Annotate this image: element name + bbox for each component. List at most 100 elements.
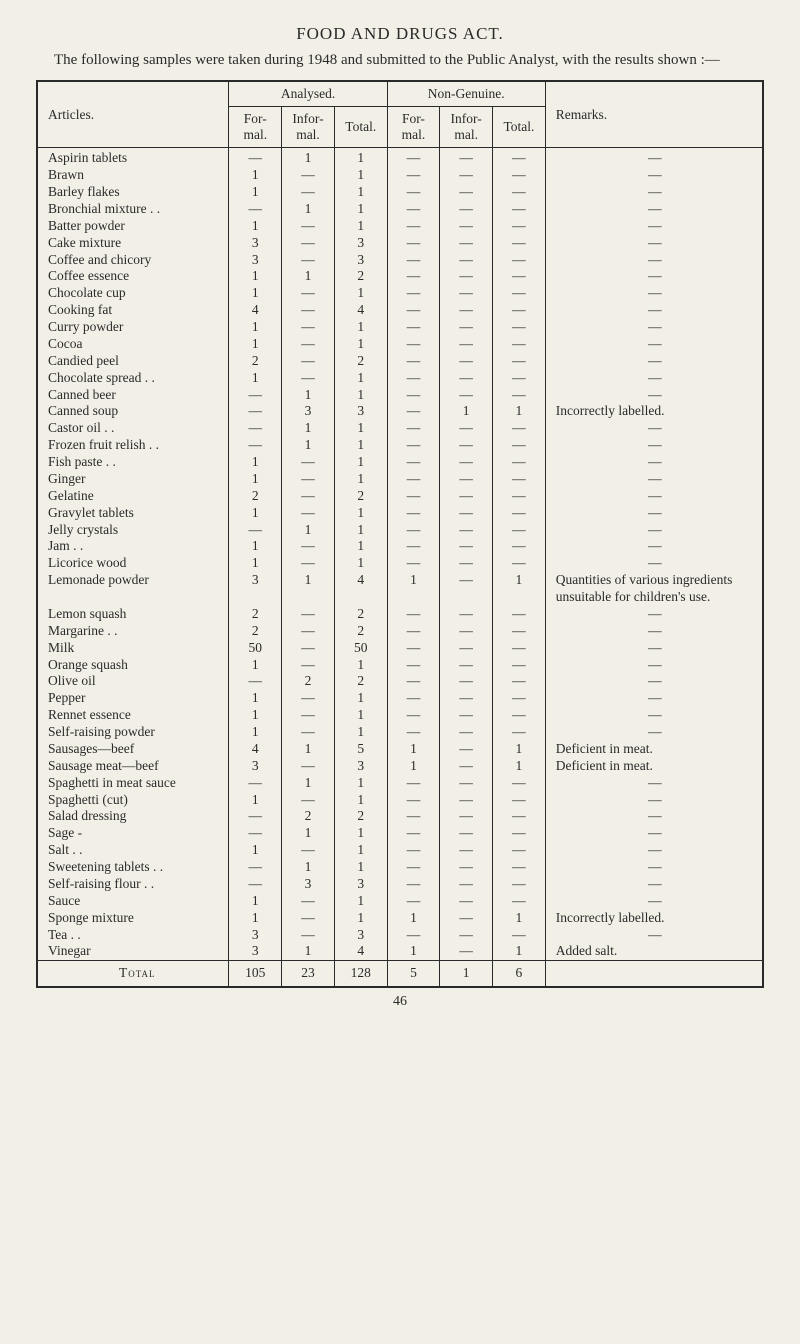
cell-article: Sweetening tablets . . [37, 859, 229, 876]
cell-analysed-informal: — [282, 555, 335, 572]
cell-analysed-informal: — [282, 893, 335, 910]
cell-analysed-informal: — [282, 623, 335, 640]
cell-analysed-informal: — [282, 454, 335, 471]
cell-ng-total: — [493, 437, 546, 454]
table-row: Self-raising flour . .—33———— [37, 876, 763, 893]
cell-analysed-total: 1 [334, 184, 387, 201]
cell-analysed-informal: 1 [282, 825, 335, 842]
cell-ng-total: — [493, 336, 546, 353]
cell-ng-total: — [493, 235, 546, 252]
table-row: Sweetening tablets . .—11———— [37, 859, 763, 876]
cell-ng-informal: — [440, 505, 493, 522]
cell-remarks: — [545, 370, 763, 387]
cell-ng-total: — [493, 387, 546, 404]
header-nongenuine: Non-Genuine. [387, 81, 545, 107]
cell-analysed-informal: 1 [282, 859, 335, 876]
table-row: Vinegar3141—1Added salt. [37, 943, 763, 960]
cell-ng-total: — [493, 505, 546, 522]
cell-ng-formal: 1 [387, 758, 440, 775]
cell-ng-total: — [493, 454, 546, 471]
cell-ng-informal: — [440, 825, 493, 842]
cell-ng-total: 1 [493, 943, 546, 960]
table-row: Barley flakes1—1———— [37, 184, 763, 201]
cell-remarks: — [545, 859, 763, 876]
cell-remarks: — [545, 336, 763, 353]
cell-analysed-informal: 3 [282, 876, 335, 893]
table-row: Curry powder1—1———— [37, 319, 763, 336]
cell-analysed-total: 2 [334, 673, 387, 690]
cell-ng-informal: — [440, 268, 493, 285]
cell-analysed-informal: — [282, 302, 335, 319]
cell-ng-informal: — [440, 437, 493, 454]
cell-ng-formal: — [387, 488, 440, 505]
cell-ng-informal: — [440, 758, 493, 775]
cell-ng-formal: — [387, 555, 440, 572]
cell-article: Bronchial mixture . . [37, 201, 229, 218]
cell-ng-formal: — [387, 319, 440, 336]
cell-ng-total: — [493, 353, 546, 370]
cell-analysed-formal: 1 [229, 370, 282, 387]
cell-ng-informal: — [440, 690, 493, 707]
cell-analysed-formal: — [229, 437, 282, 454]
cell-article: Sponge mixture [37, 910, 229, 927]
cell-ng-total: — [493, 150, 546, 167]
cell-ng-formal: — [387, 471, 440, 488]
cell-ng-informal: — [440, 707, 493, 724]
cell-analysed-informal: — [282, 724, 335, 741]
cell-analysed-total: 2 [334, 623, 387, 640]
cell-analysed-informal: 1 [282, 572, 335, 606]
cell-ng-total: — [493, 488, 546, 505]
header-analysed-formal: For- mal. [229, 107, 282, 148]
table-row: Fish paste . .1—1———— [37, 454, 763, 471]
cell-ng-formal: — [387, 792, 440, 809]
table-row: Orange squash1—1———— [37, 657, 763, 674]
cell-ng-total: — [493, 319, 546, 336]
cell-analysed-formal: — [229, 825, 282, 842]
cell-analysed-formal: 1 [229, 792, 282, 809]
cell-remarks: — [545, 252, 763, 269]
cell-ng-informal: — [440, 808, 493, 825]
cell-ng-formal: 1 [387, 943, 440, 960]
cell-ng-formal: — [387, 184, 440, 201]
cell-ng-informal: — [440, 640, 493, 657]
cell-article: Lemonade powder [37, 572, 229, 606]
cell-article: Sausages—beef [37, 741, 229, 758]
cell-analysed-formal: — [229, 808, 282, 825]
cell-article: Cake mixture [37, 235, 229, 252]
cell-analysed-total: 2 [334, 606, 387, 623]
cell-remarks: — [545, 522, 763, 539]
cell-ng-total: 1 [493, 758, 546, 775]
cell-ng-informal: — [440, 657, 493, 674]
cell-analysed-total: 5 [334, 741, 387, 758]
cell-analysed-total: 1 [334, 370, 387, 387]
cell-analysed-formal: 1 [229, 471, 282, 488]
cell-analysed-informal: — [282, 471, 335, 488]
cell-analysed-informal: 2 [282, 808, 335, 825]
cell-remarks: — [545, 167, 763, 184]
cell-remarks: — [545, 927, 763, 944]
table-row: Tea . .3—3———— [37, 927, 763, 944]
cell-article: Curry powder [37, 319, 229, 336]
cell-analysed-total: 1 [334, 842, 387, 859]
cell-analysed-total: 2 [334, 808, 387, 825]
cell-analysed-total: 4 [334, 572, 387, 606]
cell-analysed-formal: — [229, 201, 282, 218]
table-row: Spaghetti in meat sauce—11———— [37, 775, 763, 792]
cell-ng-informal: — [440, 876, 493, 893]
table-row: Castor oil . .—11———— [37, 420, 763, 437]
cell-remarks: Deficient in meat. [545, 741, 763, 758]
cell-analysed-informal: 3 [282, 403, 335, 420]
cell-analysed-formal: 1 [229, 454, 282, 471]
cell-analysed-formal: 2 [229, 353, 282, 370]
table-row: Chocolate cup1—1———— [37, 285, 763, 302]
cell-analysed-total: 1 [334, 792, 387, 809]
header-nongenuine-total: Total. [493, 107, 546, 148]
cell-article: Aspirin tablets [37, 150, 229, 167]
cell-analysed-total: 1 [334, 859, 387, 876]
cell-analysed-total: 1 [334, 690, 387, 707]
cell-article: Sausage meat—beef [37, 758, 229, 775]
table-row: Batter powder1—1———— [37, 218, 763, 235]
cell-analysed-informal: — [282, 218, 335, 235]
cell-ng-total: — [493, 657, 546, 674]
cell-analysed-total: 3 [334, 927, 387, 944]
